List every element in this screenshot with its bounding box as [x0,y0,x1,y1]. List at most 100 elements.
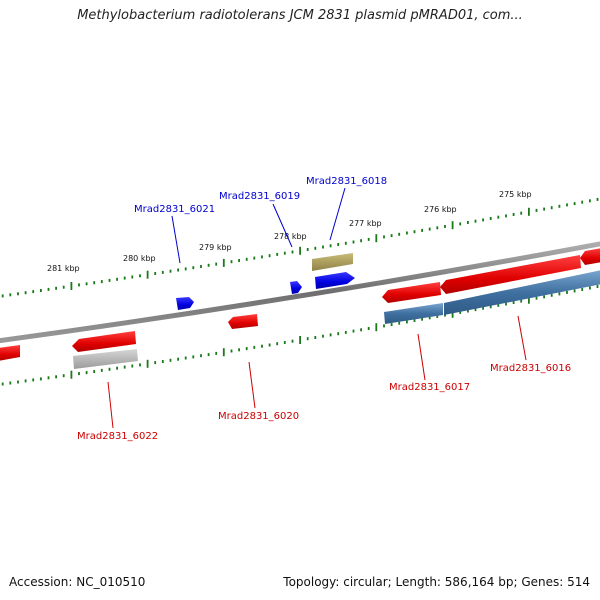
gene-6020[interactable] [228,314,258,329]
inner-scale-minor-tick [139,363,141,367]
outer-scale-minor-tick [489,217,492,220]
outer-scale-minor-tick [32,290,35,294]
inner-scale-minor-tick [497,303,500,307]
inner-scale-major-tick [528,295,530,304]
inner-scale-minor-tick [360,328,362,332]
outer-scale-minor-tick [192,266,195,270]
map-title: Methylobacterium radiotolerans JCM 2831 … [77,8,523,23]
reverse-genes [0,248,600,361]
gene-6022[interactable] [72,331,136,352]
outer-scale-minor-tick [268,254,271,258]
tick-label-279: 279 kbp [199,243,232,252]
outer-scale-minor-tick [589,199,591,203]
inner-scale-minor-tick [436,315,439,318]
inner-scale-minor-tick [581,288,584,291]
feature-blue-2[interactable] [444,270,600,315]
outer-scale-minor-tick [322,245,324,249]
outer-scale-minor-tick [184,267,187,271]
plasmid-backbone [0,241,600,344]
inner-scale-major-tick [299,336,301,344]
inner-scale-minor-tick [520,299,523,303]
inner-scale-minor-tick [17,380,19,384]
inner-scale-minor-tick [314,336,317,339]
feature-olive[interactable] [312,253,353,271]
outer-scale-minor-tick [139,274,141,278]
outer-scale-minor-tick [253,256,256,260]
gene-label-6021[interactable]: Mrad2831_6021 [134,204,215,215]
feature-blue-1[interactable] [384,303,443,324]
outer-scale-minor-tick [329,244,332,248]
outer-scale-minor-tick [93,281,96,285]
inner-scale-minor-tick [32,378,35,382]
outer-scale-minor-tick [306,248,309,251]
outer-scale-minor-tick [245,257,248,261]
inner-scale-minor-tick [40,377,42,381]
outer-scale-minor-tick [459,222,462,226]
outer-scale-minor-tick [596,197,599,201]
inner-scale-minor-tick [489,305,492,309]
leader-6020 [248,361,256,409]
accession-text: Accession: NC_010510 [9,575,146,589]
inner-scale-minor-tick [444,313,446,317]
gene-label-6016[interactable]: Mrad2831_6016 [490,363,571,374]
gene-partial-right[interactable] [580,248,600,265]
outer-scale-minor-tick [230,260,233,264]
outer-scale-minor-tick [238,259,240,262]
feature-gray[interactable] [73,349,138,369]
gene-6021[interactable] [176,297,194,310]
outer-scale-minor-tick [154,272,157,275]
inner-scale-minor-tick [108,367,111,371]
tick-label-280: 280 kbp [123,254,156,263]
genome-stats-text: Topology: circular; Length: 586,164 bp; … [283,575,590,589]
inner-scale-minor-tick [47,376,50,380]
inner-scale-minor-tick [474,308,477,312]
inner-scale-minor-tick [367,327,370,330]
outer-scale-minor-tick [85,282,88,286]
scale-labels: 281 kbp 280 kbp 279 kbp 278 kbp 277 kbp … [47,190,532,273]
outer-scale-minor-tick [566,203,568,207]
gene-6019[interactable] [290,281,302,294]
inner-scale-minor-tick [154,361,157,365]
outer-scale-minor-tick [573,202,576,206]
outer-scale-minor-tick [535,208,538,212]
feature-bars [73,253,600,369]
gene-label-6018[interactable]: Mrad2831_6018 [306,176,387,187]
inner-scale-minor-tick [390,323,393,327]
outer-scale-minor-tick [512,213,515,216]
outer-scale-minor-tick [207,263,210,267]
inner-scale-minor-tick [398,321,401,325]
outer-scale-minor-tick [436,226,439,230]
leader-6016 [517,315,527,361]
gene-6018[interactable] [315,272,355,289]
outer-scale-minor-tick [352,240,355,244]
forward-genes [176,272,355,310]
gene-6017[interactable] [382,282,441,303]
inner-scale-minor-tick [291,339,294,343]
outer-scale-major-tick [299,246,301,255]
outer-scale-major-tick [375,234,378,243]
outer-scale-minor-tick [100,280,103,284]
gene-label-6022[interactable]: Mrad2831_6022 [77,431,158,442]
inner-scale-minor-tick [467,309,469,313]
gene-label-6020[interactable]: Mrad2831_6020 [218,411,299,422]
outer-scale-minor-tick [482,218,484,222]
gene-partial-left[interactable] [0,345,20,361]
inner-scale-minor-tick [253,345,256,349]
outer-scale-minor-tick [62,285,65,289]
inner-scale-minor-tick [573,289,576,293]
inner-scale-minor-tick [566,290,568,294]
gene-6016[interactable] [440,255,581,294]
inner-scale-minor-tick [93,370,96,373]
gene-label-6017[interactable]: Mrad2831_6017 [389,382,470,393]
inner-scale-minor-tick [1,382,4,386]
outer-scale-major-tick [146,270,149,279]
outer-scale-major-tick [451,221,454,230]
inner-scale-minor-tick [535,296,538,300]
outer-scale-minor-tick [406,231,408,235]
outer-scale-minor-tick [200,265,202,268]
gene-label-6019[interactable]: Mrad2831_6019 [219,191,300,202]
outer-scale-minor-tick [161,270,164,274]
inner-scale-minor-tick [238,348,240,352]
